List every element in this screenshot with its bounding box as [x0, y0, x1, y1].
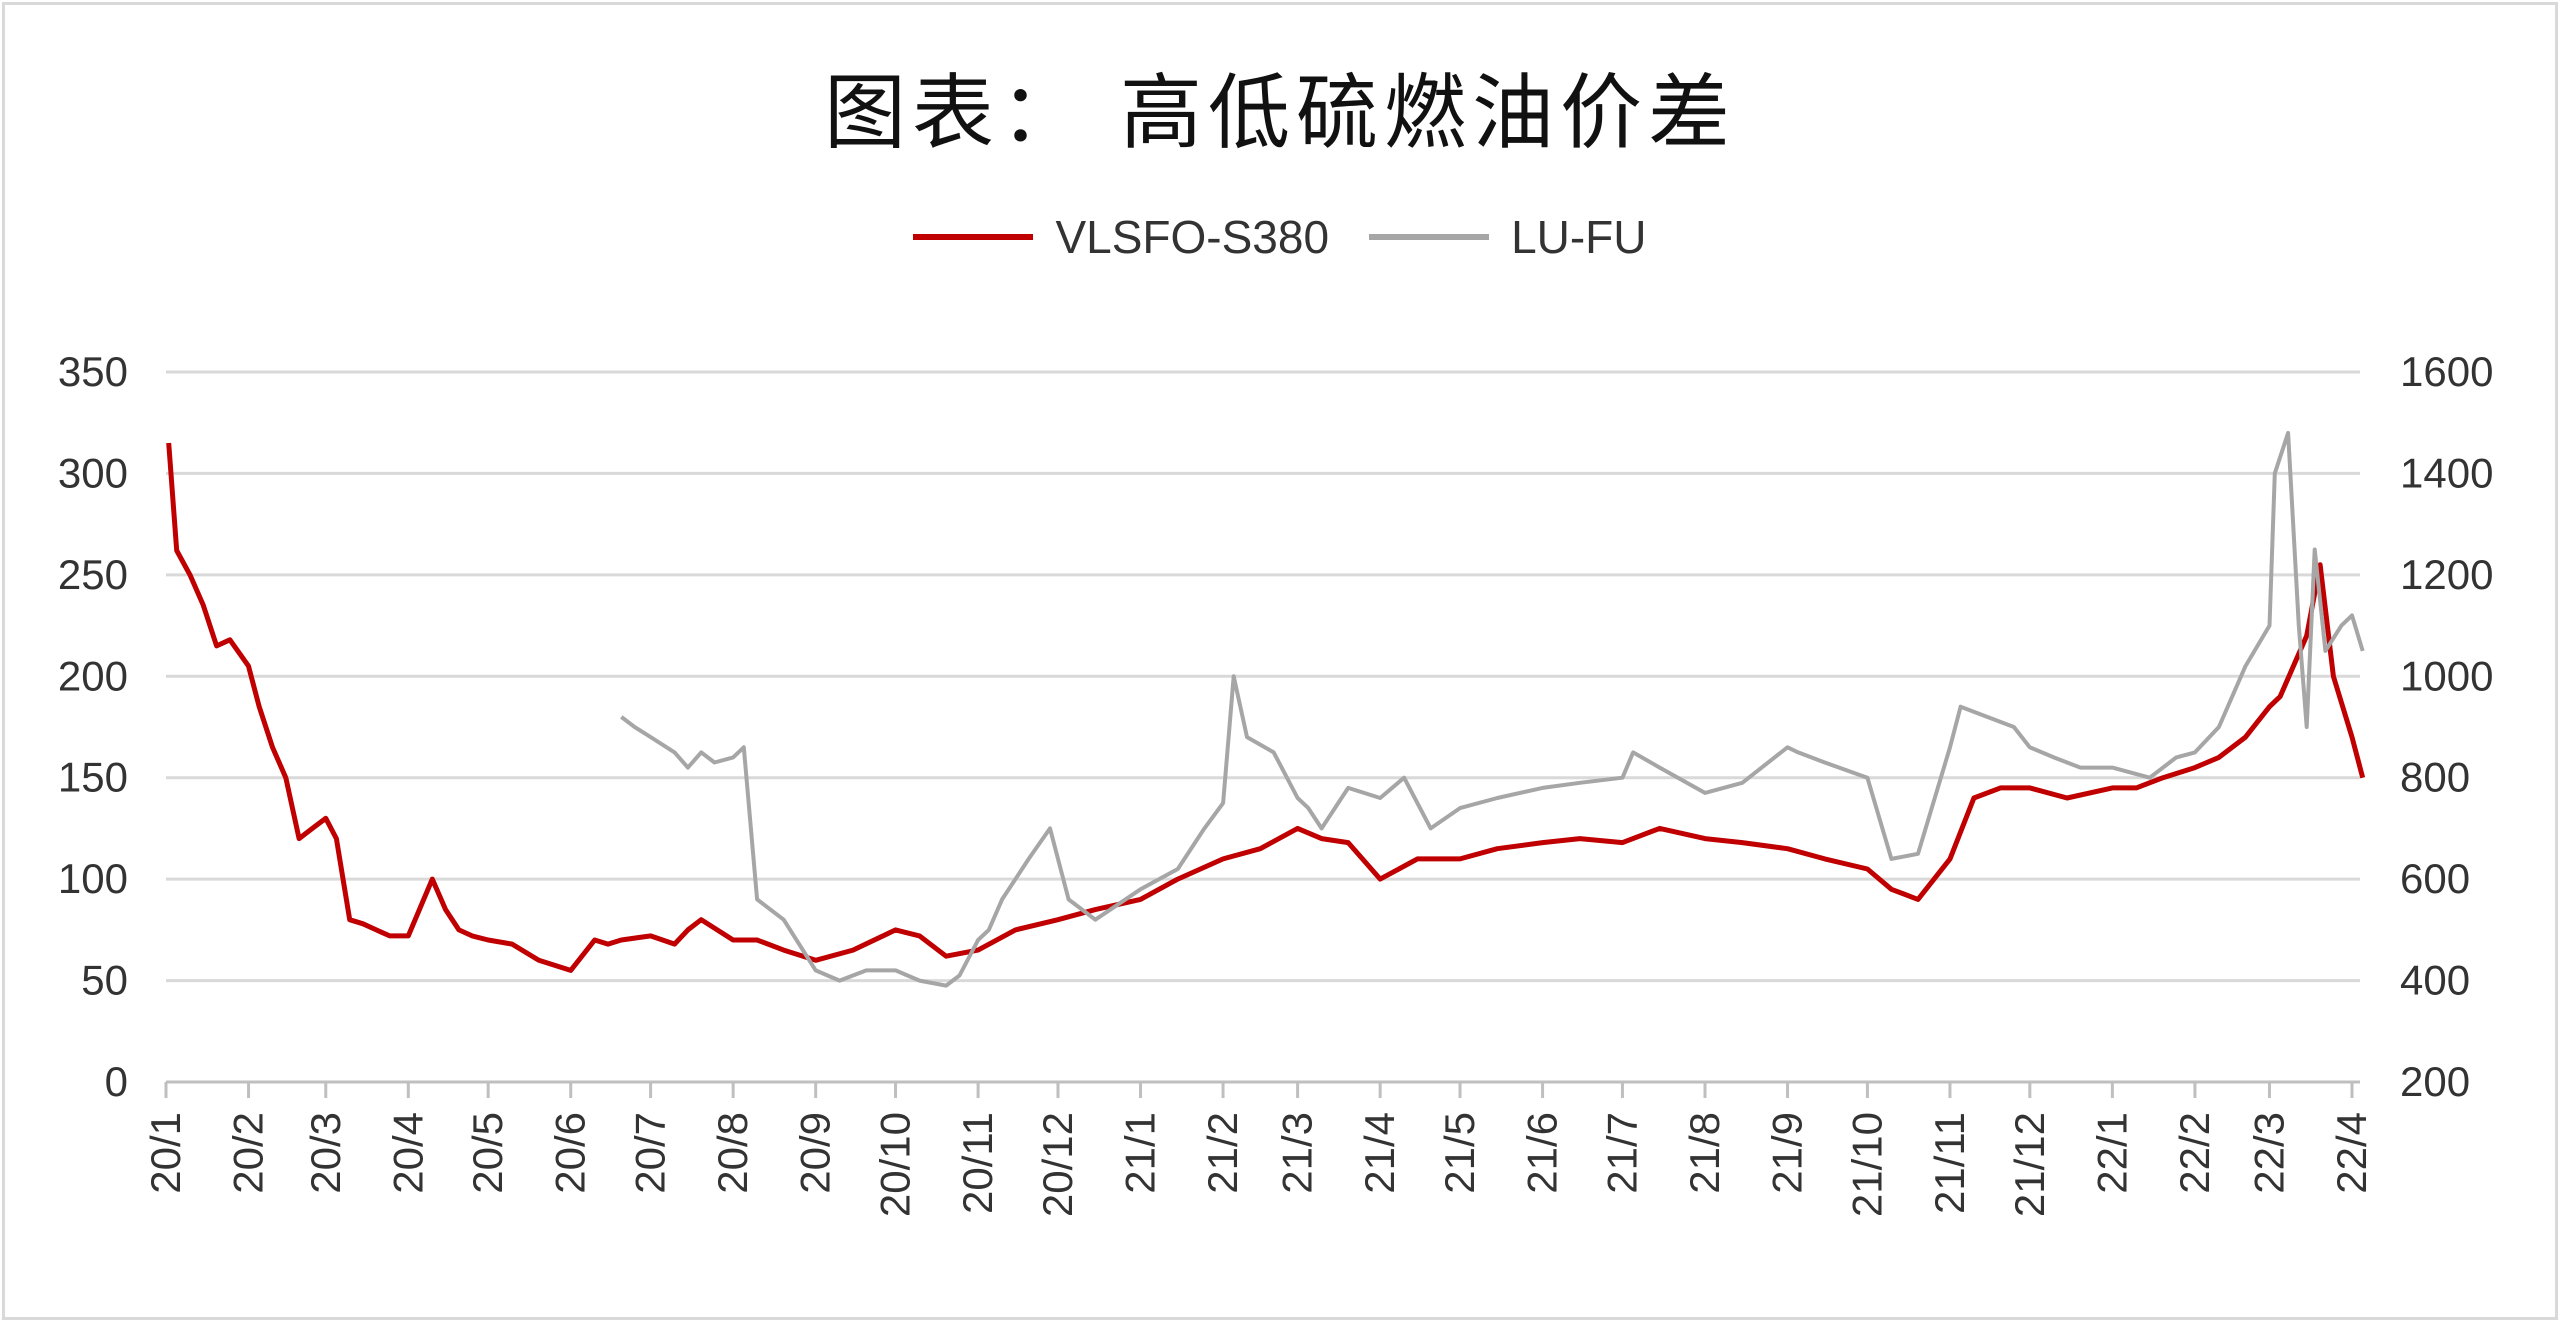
legend-swatch-lufu [1369, 234, 1490, 240]
y-left-tick-label: 250 [58, 551, 128, 598]
x-tick-label: 20/2 [225, 1112, 272, 1194]
x-tick-label: 21/1 [1117, 1112, 1164, 1194]
y-left-tick-label: 200 [58, 652, 128, 699]
y-right-tick-label: 800 [2400, 754, 2470, 801]
legend: VLSFO-S380 LU-FU [0, 210, 2560, 264]
x-tick-label: 22/1 [2088, 1112, 2135, 1194]
x-tick-label: 20/8 [709, 1112, 756, 1194]
y-right-tick-label: 600 [2400, 855, 2470, 902]
x-tick-label: 21/12 [2006, 1112, 2053, 1217]
x-tick-label: 21/5 [1436, 1112, 1483, 1194]
x-tick-label: 21/6 [1519, 1112, 1566, 1194]
x-tick-label: 20/7 [627, 1112, 674, 1194]
y-right-tick-label: 1600 [2400, 348, 2493, 395]
x-tick-label: 20/11 [954, 1112, 1001, 1214]
series-line-lu-fu [620, 430, 2365, 988]
x-tick-label: 22/2 [2171, 1112, 2218, 1194]
series-line-vlsfo-s380 [166, 442, 2366, 973]
chart-title: 图表： 高低硫燃油价差 [823, 66, 1737, 161]
x-tick-label: 21/9 [1764, 1112, 1811, 1194]
x-tick-label: 20/4 [384, 1112, 431, 1194]
x-tick-label: 21/3 [1274, 1112, 1321, 1194]
x-tick-label: 20/12 [1034, 1112, 1081, 1217]
y-left-tick-label: 50 [81, 957, 128, 1004]
y-left-tick-label: 100 [58, 855, 128, 902]
x-tick-label: 21/4 [1356, 1112, 1403, 1194]
x-tick-label: 20/3 [302, 1112, 349, 1194]
x-tick-label: 20/6 [547, 1112, 594, 1194]
x-tick-label: 21/11 [1926, 1112, 1973, 1214]
legend-label-vlsfo: VLSFO-S380 [1055, 211, 1330, 263]
x-tick-label: 21/7 [1598, 1112, 1645, 1194]
x-tick-label: 20/1 [142, 1112, 189, 1194]
y-left-tick-label: 350 [58, 348, 128, 395]
legend-swatch-vlsfo [913, 234, 1034, 240]
y-right-tick-label: 400 [2400, 957, 2470, 1004]
x-tick-label: 22/4 [2328, 1112, 2375, 1194]
y-right-tick-label: 1000 [2400, 652, 2493, 699]
legend-item-vlsfo: VLSFO-S380 [913, 210, 1329, 264]
x-tick-label: 20/10 [872, 1112, 919, 1217]
x-tick-label: 21/10 [1843, 1112, 1890, 1217]
y-right-tick-label: 1400 [2400, 449, 2493, 496]
y-right-tick-label: 200 [2400, 1058, 2470, 1105]
x-tick-label: 20/5 [464, 1112, 511, 1194]
y-right-tick-label: 1200 [2400, 551, 2493, 598]
x-tick-label: 20/9 [792, 1112, 839, 1194]
x-tick-label: 21/2 [1199, 1112, 1246, 1194]
legend-label-lufu: LU-FU [1511, 211, 1647, 263]
y-left-tick-label: 0 [105, 1058, 128, 1105]
x-tick-label: 22/3 [2245, 1112, 2292, 1194]
y-left-tick-label: 150 [58, 754, 128, 801]
y-left-tick-label: 300 [58, 449, 128, 496]
legend-item-lufu: LU-FU [1369, 210, 1647, 264]
x-tick-label: 21/8 [1681, 1112, 1728, 1194]
